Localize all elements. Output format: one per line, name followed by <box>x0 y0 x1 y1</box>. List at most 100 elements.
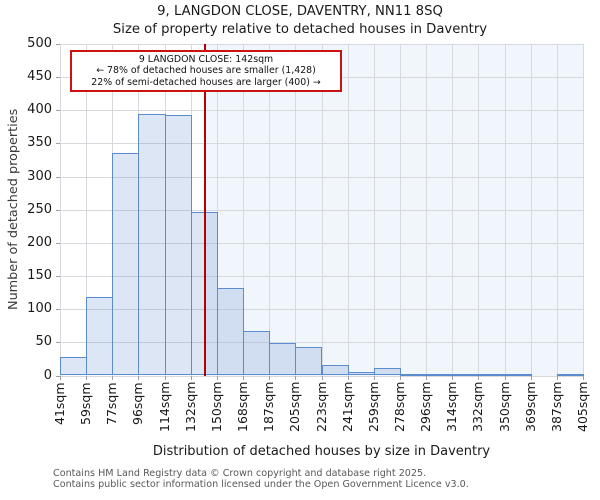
histogram-bar <box>399 373 428 376</box>
footer: Contains HM Land Registry data © Crown c… <box>53 468 469 490</box>
annotation-line-2: ← 78% of detached houses are smaller (1,… <box>96 65 316 77</box>
x-tick-label: 77sqm <box>104 381 120 425</box>
property-size-marker-line <box>204 44 207 376</box>
x-tick-label: 205sqm <box>287 381 303 432</box>
histogram-bar <box>138 113 166 376</box>
y-tick-label: 350 <box>27 135 52 151</box>
x-gridline <box>295 44 297 376</box>
histogram-bar <box>112 153 140 376</box>
x-tick-label: 132sqm <box>182 381 198 432</box>
x-tick-label: 296sqm <box>418 381 434 432</box>
footer-line-2: Contains public sector information licen… <box>53 478 469 490</box>
x-gridline <box>504 44 506 376</box>
x-gridline <box>426 44 428 376</box>
x-tick <box>164 375 166 380</box>
y-tick <box>56 110 60 112</box>
x-tick <box>86 375 88 380</box>
x-gridline <box>583 44 584 376</box>
x-gridline <box>478 44 480 376</box>
x-tick <box>190 375 192 380</box>
x-tick <box>452 375 454 380</box>
y-tick-label: 150 <box>27 268 52 284</box>
x-tick <box>243 375 245 380</box>
histogram-bar <box>86 297 114 376</box>
annotation-line-3: 22% of semi-detached houses are larger (… <box>91 76 321 88</box>
x-tick <box>399 375 401 380</box>
y-tick-label: 500 <box>27 36 52 51</box>
y-tick-label: 300 <box>27 168 52 184</box>
x-tick-label: 369sqm <box>522 381 538 432</box>
histogram-bar <box>347 371 375 376</box>
histogram-bar <box>426 373 454 376</box>
y-tick <box>56 143 60 145</box>
x-axis-label: Distribution of detached houses by size … <box>152 444 491 459</box>
x-gridline <box>556 44 558 376</box>
y-tick-label: 250 <box>27 201 52 217</box>
annotation-line-1: 9 LANGDON CLOSE: 142sqm <box>138 54 274 65</box>
histogram-bar <box>373 367 401 376</box>
x-tick-label: 168sqm <box>235 381 251 432</box>
x-tick-label: 114sqm <box>156 381 172 432</box>
histogram-bar <box>269 343 297 376</box>
plot-area: 9 LANGDON CLOSE: 142sqm ← 78% of detache… <box>27 36 590 432</box>
x-gridline <box>321 44 323 376</box>
y-tick <box>56 77 60 79</box>
y-tick-label: 50 <box>35 334 52 350</box>
x-tick <box>216 375 218 380</box>
histogram-bar <box>60 356 88 376</box>
x-tick-label: 187sqm <box>261 381 277 432</box>
y-tick-label: 200 <box>27 234 52 250</box>
histogram-bar <box>504 373 532 376</box>
y-tick <box>56 176 60 178</box>
x-gridline <box>399 44 401 376</box>
x-tick <box>138 375 140 380</box>
x-tick <box>321 375 323 380</box>
x-tick-label: 278sqm <box>391 381 407 432</box>
y-tick <box>56 242 60 244</box>
y-tick <box>56 375 60 377</box>
x-tick <box>583 375 584 380</box>
x-tick-label: 332sqm <box>470 381 486 432</box>
x-tick <box>269 375 271 380</box>
histogram-bar <box>243 331 271 376</box>
footer-line-1: Contains HM Land Registry data © Crown c… <box>53 468 427 479</box>
x-tick-label: 259sqm <box>365 381 381 432</box>
y-tick-label: 400 <box>27 102 52 118</box>
x-gridline <box>269 44 271 376</box>
x-tick <box>556 375 558 380</box>
x-gridline <box>347 44 349 376</box>
annotation-box: 9 LANGDON CLOSE: 142sqm ← 78% of detache… <box>70 50 342 93</box>
y-tick-label: 450 <box>27 69 52 85</box>
x-gridline <box>86 44 88 376</box>
y-tick-label: 0 <box>43 367 52 383</box>
histogram-bar <box>295 346 323 376</box>
x-tick <box>347 375 349 380</box>
x-tick-label: 59sqm <box>78 381 94 425</box>
x-tick <box>112 375 114 380</box>
y-tick <box>56 276 60 278</box>
y-tick <box>56 44 60 45</box>
histogram-bar <box>452 373 480 376</box>
x-tick <box>426 375 428 380</box>
chart-title: 9, LANGDON CLOSE, DAVENTRY, NN11 8SQ <box>157 4 443 19</box>
y-tick-label: 100 <box>27 301 52 317</box>
y-tick <box>56 342 60 344</box>
x-gridline <box>530 44 532 376</box>
x-gridline <box>373 44 375 376</box>
x-tick-label: 241sqm <box>339 381 355 432</box>
x-tick-label: 41sqm <box>52 381 67 425</box>
x-tick <box>295 375 297 380</box>
x-tick <box>60 375 61 380</box>
x-gridline <box>60 44 61 376</box>
x-tick-label: 150sqm <box>208 381 224 432</box>
x-tick-label: 405sqm <box>575 381 590 432</box>
x-gridline <box>216 44 218 376</box>
x-tick <box>530 375 532 380</box>
x-tick-label: 350sqm <box>496 381 512 432</box>
x-gridline <box>243 44 245 376</box>
x-tick <box>504 375 506 380</box>
x-tick-label: 96sqm <box>130 381 146 425</box>
y-tick <box>56 209 60 211</box>
histogram-bar <box>164 114 192 376</box>
x-tick-label: 387sqm <box>548 381 564 432</box>
